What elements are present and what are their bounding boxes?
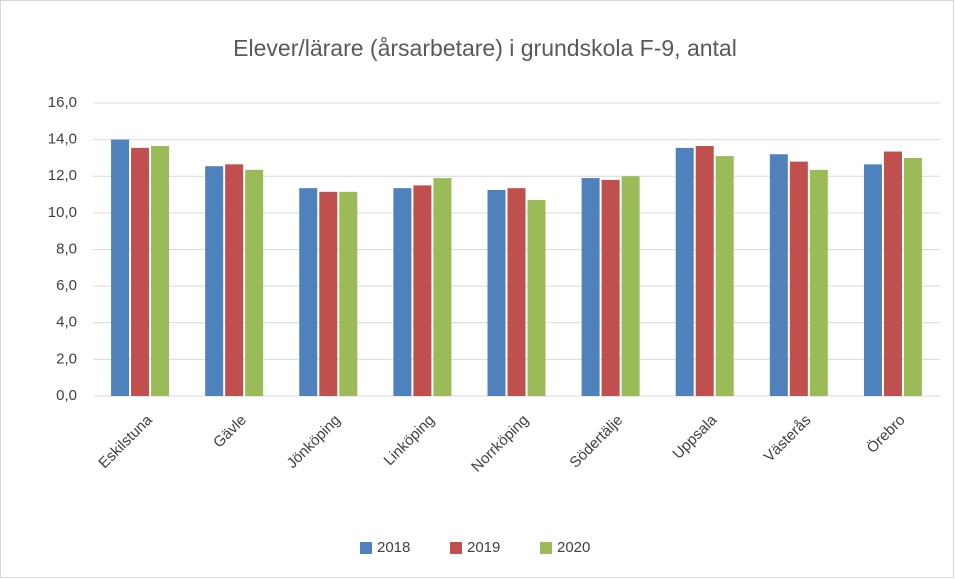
- bar: [581, 178, 600, 396]
- bar: [789, 161, 808, 396]
- bar: [769, 154, 788, 396]
- bar: [675, 147, 694, 396]
- legend-label: 2020: [557, 539, 590, 556]
- y-tick-label: 0,0: [56, 387, 77, 404]
- y-tick-label: 2,0: [56, 350, 77, 367]
- bar: [487, 189, 506, 396]
- bar: [205, 166, 224, 396]
- bar: [527, 200, 546, 396]
- legend-label: 2018: [377, 539, 410, 556]
- legend-label: 2019: [467, 539, 500, 556]
- bar: [299, 188, 318, 396]
- bar: [809, 169, 828, 396]
- bar: [339, 191, 358, 396]
- y-tick-label: 4,0: [56, 314, 77, 331]
- legend-swatch: [540, 542, 552, 554]
- bar: [393, 188, 412, 396]
- bar: [601, 179, 620, 396]
- bar: [245, 169, 264, 396]
- legend-swatch: [450, 542, 462, 554]
- y-tick-label: 12,0: [48, 167, 77, 184]
- bar: [863, 164, 882, 396]
- bar: [413, 185, 432, 396]
- bar: [319, 191, 338, 396]
- legend-swatch: [360, 542, 372, 554]
- y-tick-label: 10,0: [48, 204, 77, 221]
- bar: [111, 139, 130, 396]
- bar: [621, 176, 640, 396]
- bar: [507, 188, 526, 396]
- bar: [715, 156, 734, 396]
- bar: [695, 146, 714, 396]
- y-tick-label: 8,0: [56, 240, 77, 257]
- bar: [131, 147, 150, 396]
- y-tick-label: 16,0: [48, 94, 77, 111]
- y-tick-label: 14,0: [48, 131, 77, 148]
- bar: [225, 164, 244, 396]
- bar: [433, 178, 452, 396]
- chart-title: Elever/lärare (årsarbetare) i grundskola…: [233, 35, 737, 61]
- bar: [903, 157, 922, 396]
- bar: [883, 151, 902, 396]
- bar: [151, 146, 170, 396]
- y-tick-label: 6,0: [56, 277, 77, 294]
